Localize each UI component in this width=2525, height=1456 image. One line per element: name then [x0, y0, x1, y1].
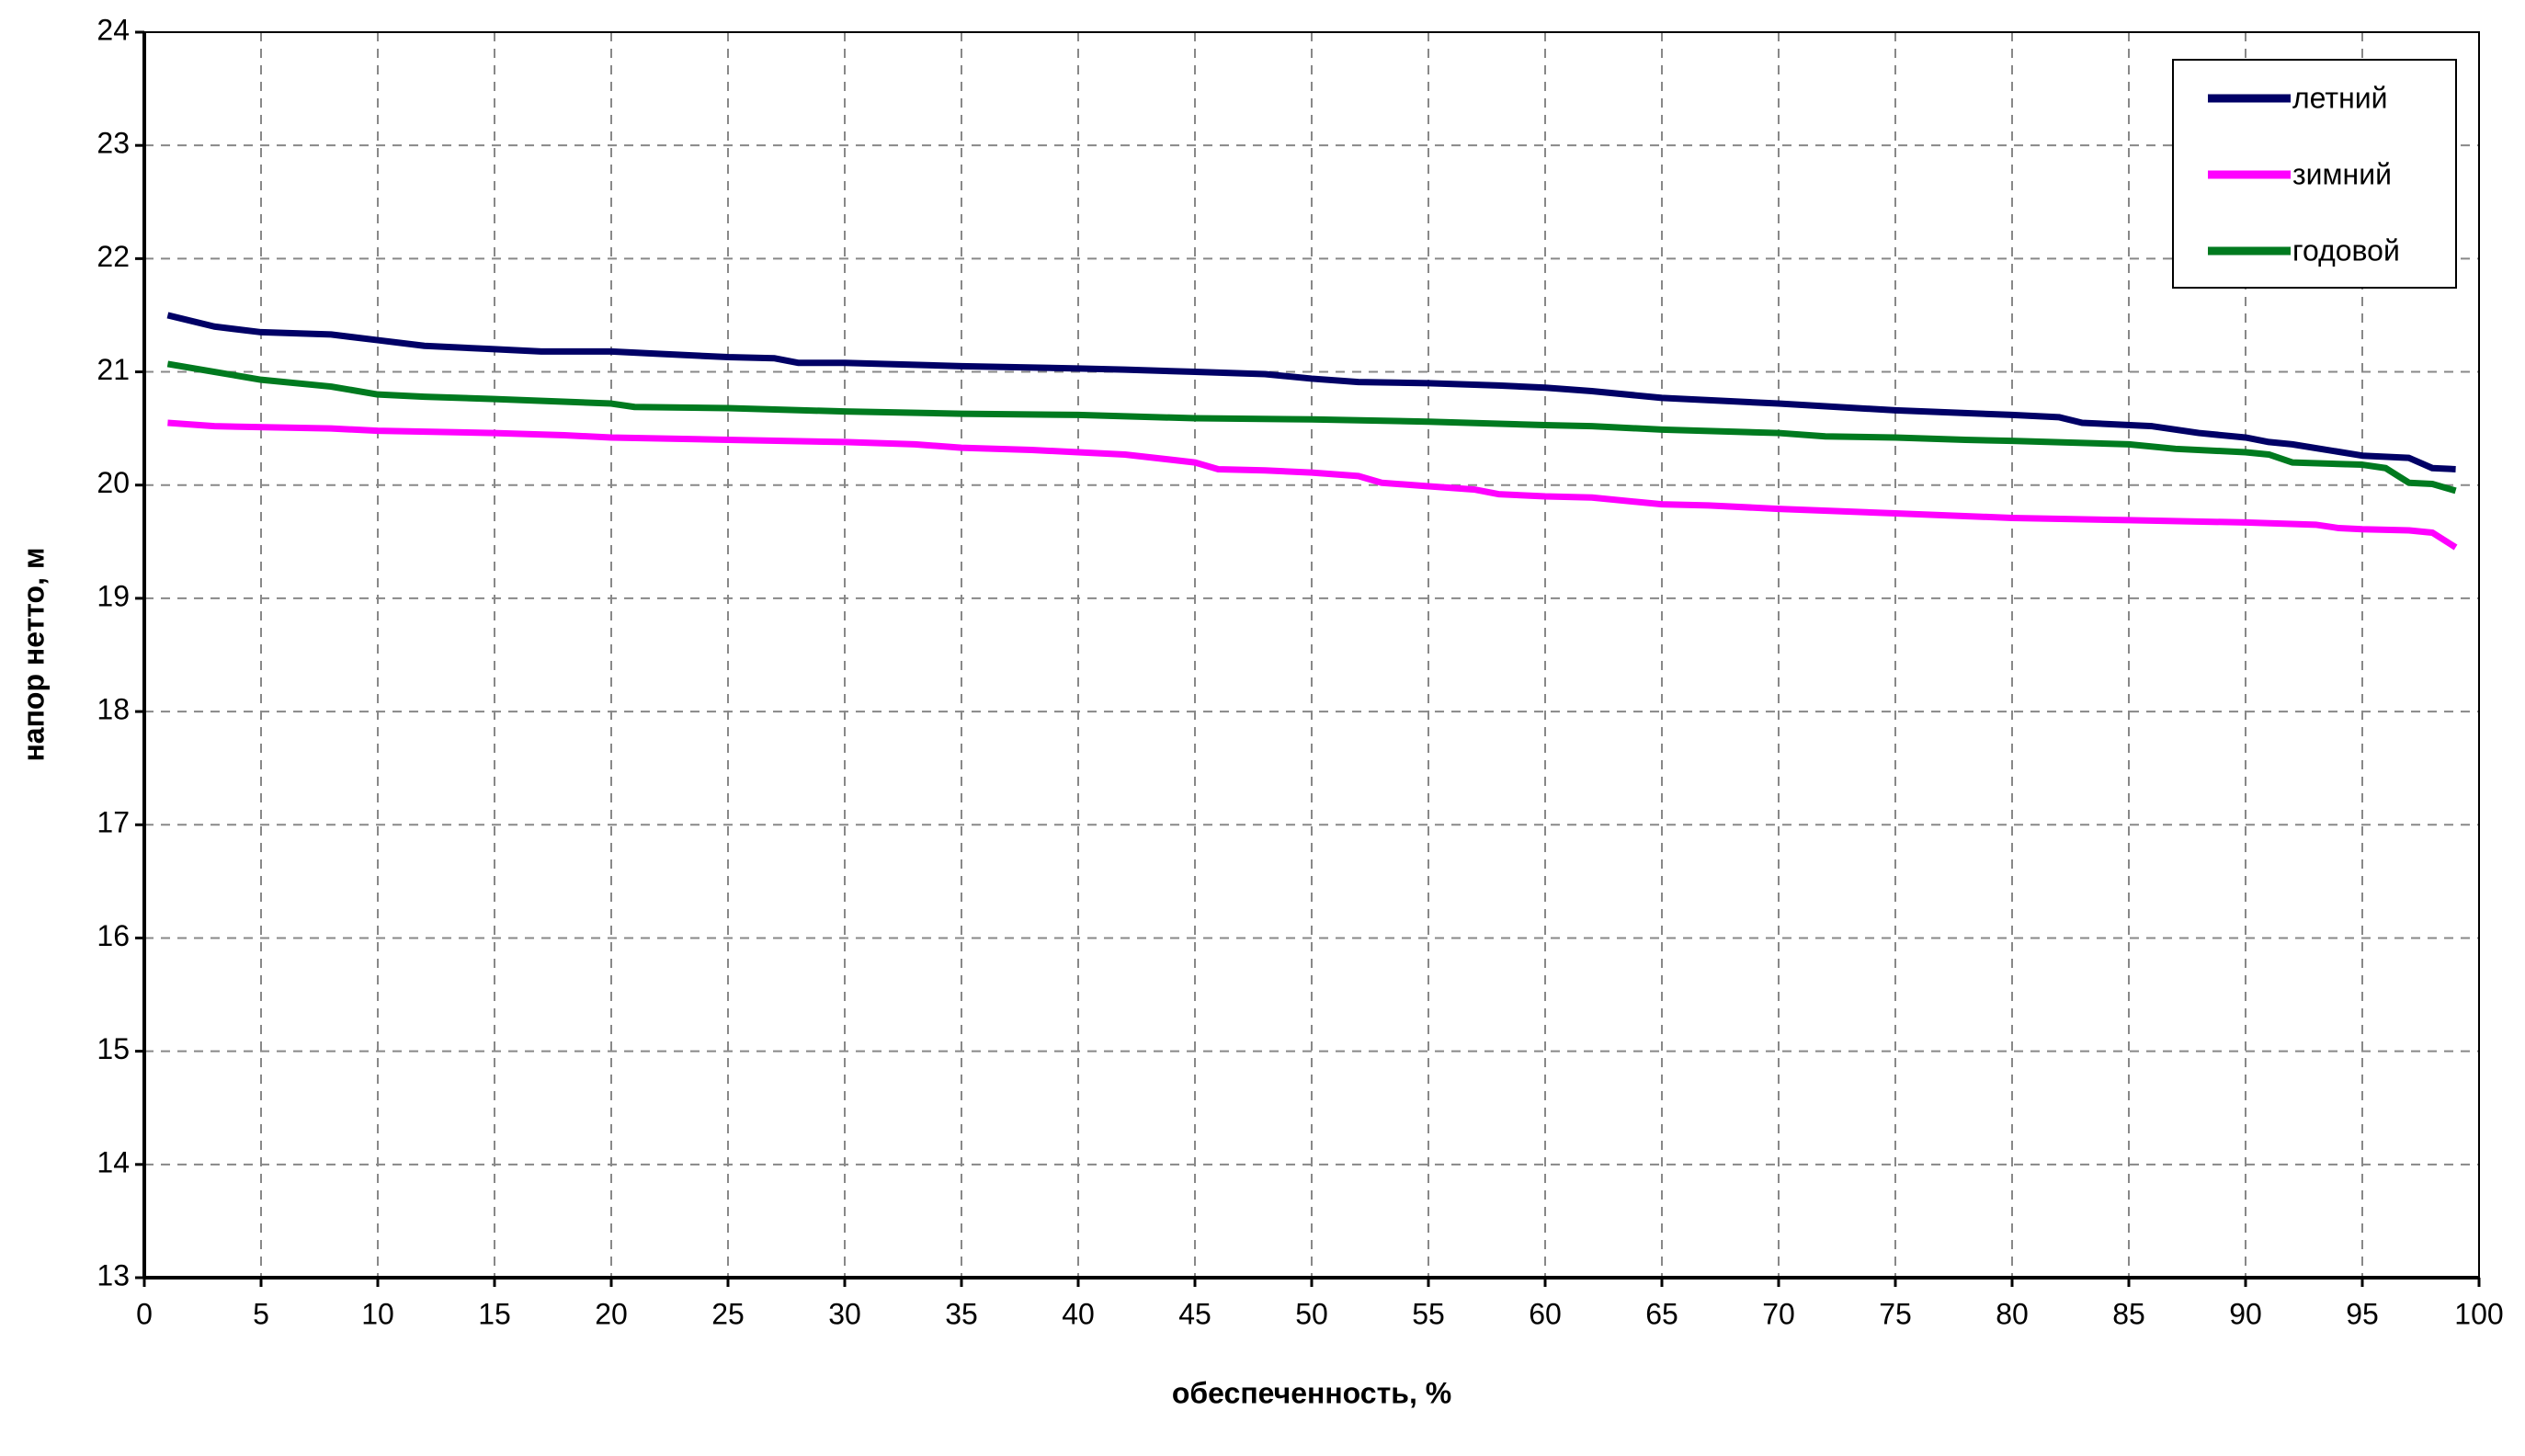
x-tick-label: 25 — [711, 1297, 745, 1330]
series-line — [166, 360, 2457, 495]
x-tick-label: 5 — [253, 1297, 269, 1330]
x-tick-label: 30 — [828, 1297, 861, 1330]
x-tick-label: 40 — [1062, 1297, 1095, 1330]
x-tick-label: 95 — [2346, 1297, 2379, 1330]
legend-label: годовой — [2292, 233, 2400, 267]
y-tick-label: 23 — [97, 127, 130, 160]
y-tick-label: 13 — [97, 1258, 130, 1291]
x-tick-label: 10 — [361, 1297, 394, 1330]
x-tick-label: 100 — [2454, 1297, 2503, 1330]
x-tick-label: 90 — [2229, 1297, 2262, 1330]
y-tick-label: 16 — [97, 919, 130, 952]
x-tick-label: 70 — [1762, 1297, 1795, 1330]
y-tick-label: 14 — [97, 1145, 130, 1178]
x-tick-label: 85 — [2112, 1297, 2145, 1330]
x-axis-title: обеспеченность, % — [1172, 1376, 1451, 1409]
y-tick-label: 15 — [97, 1032, 130, 1065]
y-tick-label: 20 — [97, 466, 130, 499]
x-tick-label: 80 — [1996, 1297, 2029, 1330]
legend-label: зимний — [2292, 157, 2392, 190]
x-tick-label: 75 — [1879, 1297, 1912, 1330]
y-tick-label: 24 — [97, 13, 130, 46]
series-line — [167, 419, 2458, 551]
y-tick-label: 22 — [97, 240, 130, 273]
x-tick-label: 20 — [595, 1297, 628, 1330]
x-tick-label: 60 — [1529, 1297, 1562, 1330]
y-tick-label: 21 — [97, 353, 130, 386]
x-tick-label: 50 — [1295, 1297, 1328, 1330]
legend-label: летний — [2292, 81, 2387, 114]
y-axis-title: напор нетто, м — [17, 547, 50, 761]
y-tick-label: 17 — [97, 806, 130, 839]
x-tick-label: 15 — [478, 1297, 511, 1330]
x-tick-label: 45 — [1178, 1297, 1211, 1330]
y-tick-label: 19 — [97, 579, 130, 612]
x-tick-label: 35 — [945, 1297, 978, 1330]
x-tick-label: 55 — [1412, 1297, 1445, 1330]
y-tick-label: 18 — [97, 693, 130, 726]
x-tick-label: 65 — [1645, 1297, 1678, 1330]
x-tick-label: 0 — [136, 1297, 153, 1330]
series-line — [166, 312, 2456, 472]
